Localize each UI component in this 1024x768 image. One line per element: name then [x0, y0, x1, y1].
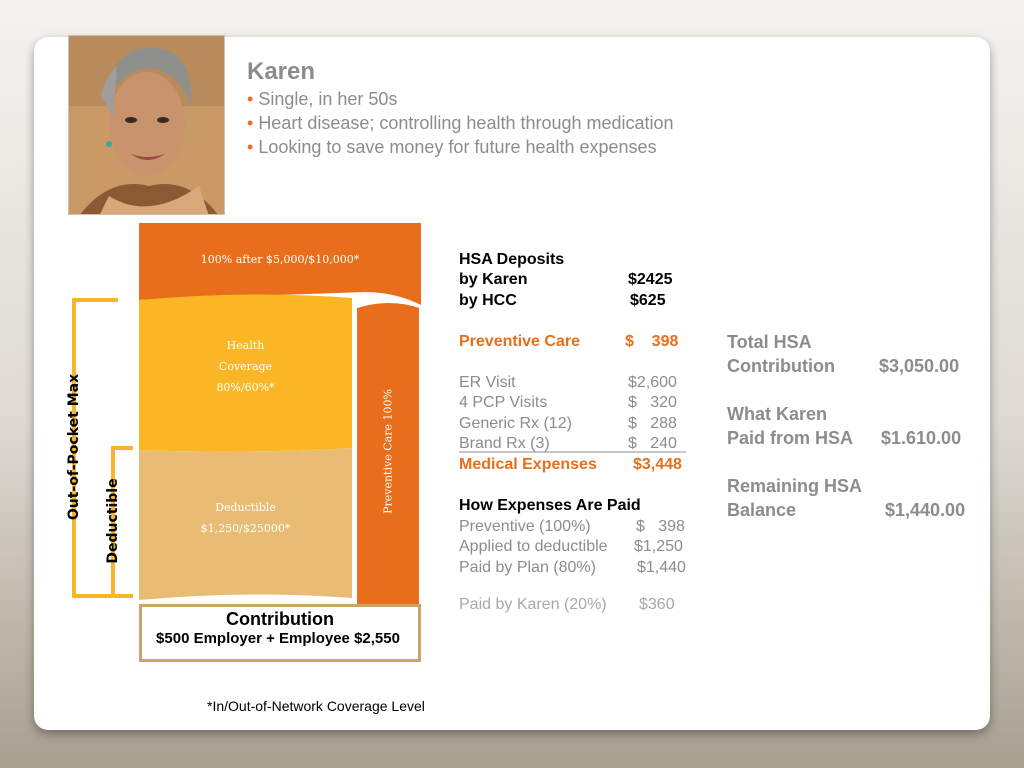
- remaining-hsa-line1: Remaining HSA: [727, 476, 863, 496]
- deposit-value: $2425: [628, 271, 673, 288]
- preventive-care-label: Preventive Care: [459, 333, 580, 350]
- contribution-box: Contribution $500 Employer + Employee $2…: [139, 604, 421, 662]
- bullet-dot: •: [247, 113, 254, 133]
- how-expenses-paid-title: How Expenses Are Paid: [459, 497, 641, 514]
- out-of-pocket-max-label: Out-of-Pocket Max: [66, 373, 82, 521]
- total-hsa-row: Contribution $3,050.00: [727, 356, 972, 377]
- expense-row: 4 PCP Visits $ 320: [459, 394, 689, 412]
- health-coverage-line: Coverage: [218, 360, 273, 373]
- persona-bullet-text: Single, in her 50s: [258, 89, 398, 109]
- expense-row: Brand Rx (3) $ 240: [459, 435, 689, 453]
- medical-expenses-row: Medical Expenses $3,448: [459, 456, 689, 474]
- total-hsa-line1: Total HSA: [727, 332, 812, 352]
- preventive-care-label: Preventive Care 100%: [381, 389, 395, 514]
- paid-value: $1,440: [637, 559, 686, 576]
- deductible-bracket: [111, 446, 133, 598]
- expense-row: ER Visit $2,600: [459, 374, 689, 392]
- remaining-hsa-row: Balance $1,440.00: [727, 500, 972, 521]
- footnote: *In/Out-of-Network Coverage Level: [207, 698, 425, 714]
- medical-expenses-value: $3,448: [633, 456, 682, 473]
- coinsurance-max-band: [139, 223, 421, 305]
- deductible-band-label: Deductible $1,250/$25000*: [139, 497, 352, 539]
- persona-bullet: • Looking to save money for future health…: [247, 137, 657, 158]
- paid-value: $ 398: [636, 518, 685, 535]
- paid-by-karen-label: Paid by Karen (20%): [459, 596, 607, 613]
- preventive-care-column: [357, 303, 419, 604]
- expense-value: $2,600: [628, 374, 677, 391]
- what-karen-paid-line1: What Karen: [727, 404, 828, 424]
- deductible-line: $1,250/$25000*: [200, 522, 291, 535]
- expense-value: $ 320: [628, 394, 677, 411]
- preventive-care-row: Preventive Care $ 398: [459, 333, 689, 351]
- paid-label: Preventive (100%): [459, 518, 591, 535]
- paid-value: $1,250: [634, 538, 683, 555]
- health-coverage-band: [139, 294, 352, 452]
- paid-label: Paid by Plan (80%): [459, 559, 596, 576]
- hsa-deposits-title: HSA Deposits: [459, 251, 565, 268]
- deposit-row: by HCC $625: [459, 292, 689, 310]
- expense-label: ER Visit: [459, 374, 516, 391]
- total-hsa-value: $3,050.00: [879, 356, 960, 376]
- health-coverage-label: Health Coverage 80%/60%*: [139, 335, 352, 398]
- persona-name: Karen: [247, 58, 316, 85]
- expense-value: $ 288: [628, 415, 677, 432]
- paid-row: Paid by Plan (80%) $1,440: [459, 559, 694, 577]
- paid-row: Applied to deductible $1,250: [459, 538, 694, 556]
- expense-label: Brand Rx (3): [459, 435, 550, 452]
- out-of-pocket-bracket: [72, 298, 118, 598]
- deposit-label: by HCC: [459, 292, 517, 309]
- bullet-dot: •: [247, 137, 254, 157]
- contribution-title: Contribution: [226, 609, 334, 629]
- bullet-dot: •: [247, 89, 254, 109]
- health-coverage-line: 80%/60%*: [216, 381, 275, 394]
- total-hsa-label: Contribution: [727, 356, 835, 376]
- remaining-hsa-label: Balance: [727, 500, 797, 520]
- karen-portrait-image: [68, 35, 225, 215]
- expense-value: $ 240: [628, 435, 677, 452]
- expense-row: Generic Rx (12) $ 288: [459, 415, 689, 433]
- what-karen-paid-row: Paid from HSA $1.610.00: [727, 428, 972, 449]
- persona-bullet-text: Heart disease; controlling health throug…: [258, 113, 674, 133]
- contribution-detail: $500 Employer + Employee $2,550: [156, 630, 400, 647]
- persona-bullet-text: Looking to save money for future health …: [258, 137, 657, 157]
- paid-label: Applied to deductible: [459, 538, 608, 555]
- coinsurance-max-label: 100% after $5,000/$10,000*: [200, 253, 360, 266]
- deposit-value: $625: [630, 292, 666, 309]
- deposit-row: by Karen $2425: [459, 271, 689, 289]
- what-karen-paid-label: Paid from HSA: [727, 428, 854, 448]
- health-coverage-line: Health: [226, 339, 265, 352]
- what-karen-paid-value: $1.610.00: [881, 428, 962, 448]
- persona-bullet: • Single, in her 50s: [247, 89, 397, 110]
- remaining-hsa-value: $1,440.00: [885, 500, 966, 520]
- medical-expenses-label: Medical Expenses: [459, 456, 597, 473]
- expense-label: 4 PCP Visits: [459, 394, 548, 411]
- deductible-line: Deductible: [215, 501, 276, 514]
- paid-by-karen-row: Paid by Karen (20%) $360: [459, 596, 694, 614]
- deductible-band: [139, 448, 352, 600]
- expense-label: Generic Rx (12): [459, 415, 572, 432]
- deposit-label: by Karen: [459, 271, 528, 288]
- paid-by-karen-value: $360: [639, 596, 675, 613]
- persona-bullet: • Heart disease; controlling health throu…: [247, 113, 674, 134]
- deductible-bracket-label: Deductible: [105, 478, 121, 564]
- preventive-care-value: $ 398: [625, 333, 679, 350]
- paid-row: Preventive (100%) $ 398: [459, 518, 694, 536]
